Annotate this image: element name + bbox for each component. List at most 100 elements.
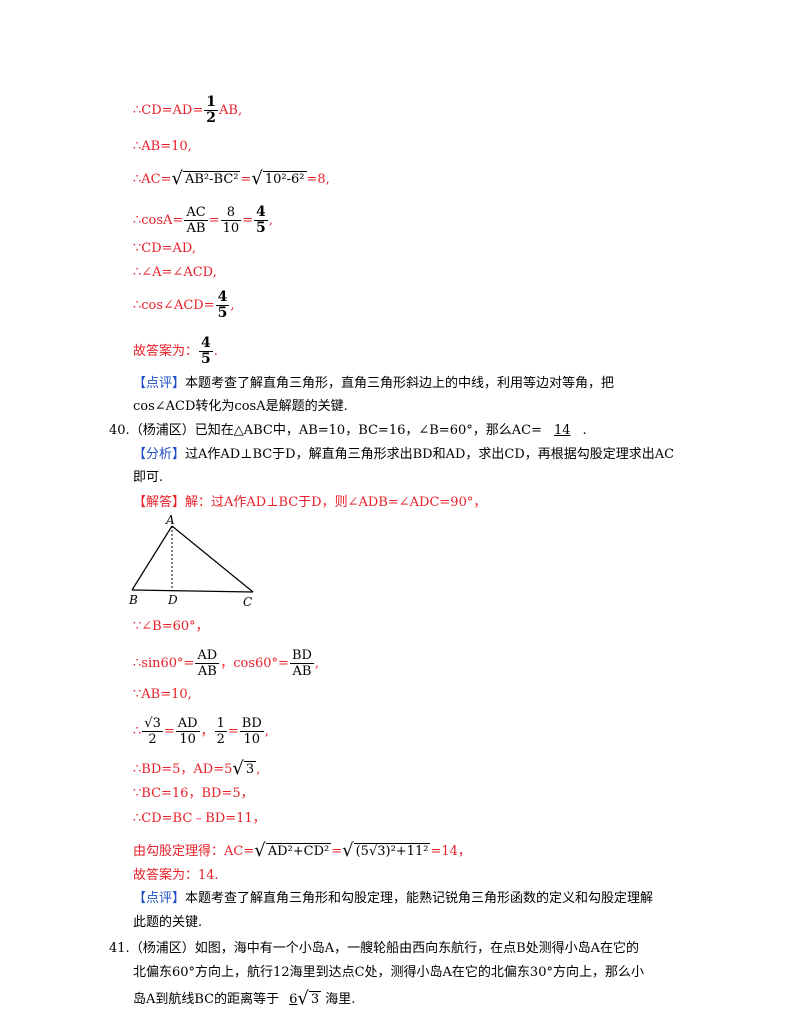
vertex-a-label: A [165,513,175,527]
step-angle-b: ∵∠B=60°， [133,619,209,634]
analysis-line-2: 即可. [133,470,164,485]
comment-line-2: cos∠ACD转化为cosA是解题的关键. [133,399,348,414]
radicand: (5√3)²+11² [353,842,431,859]
radical-icon: √ [342,840,354,861]
sqrt-expression: √ 3 [232,758,257,779]
fraction-ad-ab: AD AB [195,648,220,679]
text: ∴cosA= [133,213,184,228]
sqrt-expression: √ AB²-BC² [172,170,241,189]
text: , [256,761,261,777]
answer-coefficient: 6 [289,991,298,1007]
text: ，cos60°= [220,656,289,671]
text: , [264,724,269,739]
fraction-ad-10: AD 10 [175,716,200,747]
text: , [230,298,235,313]
question-number: 40. [109,423,130,438]
text: 海里. [325,991,356,1007]
radicand: 10²-6² [262,170,307,187]
comment-line-1: 【点评】本题考查了解直角三角形，直角三角形斜边上的中线，利用等边对等角，把 [133,375,614,393]
question-number: 41. [109,941,130,956]
numerator: 4 [199,335,213,352]
radical-icon: √ [251,168,263,189]
numerator: AD [175,716,200,732]
radicand: AD²+CD² [265,842,332,859]
numerator: 4 [215,289,230,306]
line-cd-ad: ∴CD=AD= 1 2 AB, [133,95,242,126]
answer-blank: 14 [553,423,571,438]
vertex-d-label: D [167,593,178,607]
text: =8, [306,171,330,187]
comment-tag: 【点评】 [133,376,186,391]
line-ab-10: ∴AB=10, [133,139,192,154]
text: . [582,423,587,438]
line-angle-eq: ∴∠A=∠ACD, [133,265,217,280]
denominator: 10 [179,732,196,747]
equals: = [240,171,252,187]
question-text: 岛A到航线BC的距离等于 [133,991,280,1007]
text: ∴AC= [133,171,172,187]
fraction-8-10: 8 10 [220,205,242,236]
radicand: 3 [308,990,322,1007]
question-41-line-2: 北偏东60°方向上，航行12海里到达点C处，测得小岛A在它的北偏东30°方向上，… [133,965,644,980]
fraction-bd-10: BD 10 [239,716,264,747]
comment-line-1: 【点评】本题考查了解直角三角形和勾股定理，能熟记锐角三角形函数的定义和勾股定理解 [133,890,653,908]
step-ab-10: ∵AB=10, [133,687,192,702]
numerator: 4 [254,204,268,221]
denominator: 2 [148,732,157,747]
text: ∴cos∠ACD= [133,298,215,313]
denominator: AB [197,664,217,679]
radical-icon: √ [232,758,244,779]
text: ∴sin60°= [133,656,195,671]
equals: = [242,213,254,228]
vertex-b-label: B [128,593,138,607]
step-sin-cos: ∴sin60°= AD AB ，cos60°= BD AB, [133,648,319,679]
radicand: AB²-BC² [182,170,241,187]
fraction-sqrt3-2: √3 2 [142,716,163,747]
solution-text: 解：过A作AD⊥BC于D，则∠ADB=∠ADC=90°， [185,495,487,510]
denominator: 10 [222,221,240,236]
text: 由勾股定理得：AC= [133,843,255,859]
radical-icon: √ [297,988,309,1009]
comment-line-2: 此题的关键. [133,915,203,930]
solution-line-1: 【解答】解：过A作AD⊥BC于D，则∠ADB=∠ADC=90°， [133,494,486,512]
comment-tag: 【点评】 [133,891,186,906]
sqrt-expression: √ 10²-6² [251,168,307,189]
numerator: BD [289,648,314,664]
fraction-bd-ab: BD AB [289,648,314,679]
comment-text: 本题考查了解直角三角形，直角三角形斜边上的中线，利用等边对等角，把 [185,376,615,391]
sqrt-expression: √ (5√3)²+11² [342,840,431,861]
question-text: （杨浦区）已知在△ABC中，AB=10，BC=16，∠B=60°，那么AC= [129,423,542,438]
numerator: AD [195,648,220,664]
line-cos-acd: ∴cos∠ACD= 4 5, [133,290,234,321]
numerator: 1 [214,716,227,732]
denominator: 2 [206,110,216,126]
fraction-ac-ab: AC AB [184,205,208,236]
text: . [213,344,218,359]
question-41-line-3: 岛A到航线BC的距离等于 6√ 3 海里. [133,990,355,1009]
text: =14， [430,843,471,859]
equals: = [163,724,175,739]
radicand: 3 [243,760,257,777]
text: , [314,656,320,671]
denominator: 2 [216,732,225,747]
sqrt-expression: √ AD²+CD² [254,840,332,861]
equals: = [208,213,220,228]
question-text: （杨浦区）如图，海中有一个小岛A，一艘轮船由西向东航行，在点B处测得小岛A在它的 [129,941,640,956]
text: ∴BD=5，AD=5 [133,761,233,777]
question-41-line-1: 41.（杨浦区）如图，海中有一个小岛A，一艘轮船由西向东航行，在点B处测得小岛A… [109,940,639,958]
radical-icon: √ [254,840,266,861]
answer-blank: 6√ 3 [279,990,325,1008]
line-answer-4-5: 故答案为： 4 5. [133,336,218,367]
radical-icon: √ [171,168,183,189]
denominator: 5 [201,351,211,367]
denominator: 5 [217,305,228,321]
solution-tag: 【解答】 [133,495,186,510]
numerator: AC [184,205,208,221]
step-cd: ∴CD=BC﹣BD=11， [133,811,266,826]
text: ， [200,724,214,739]
